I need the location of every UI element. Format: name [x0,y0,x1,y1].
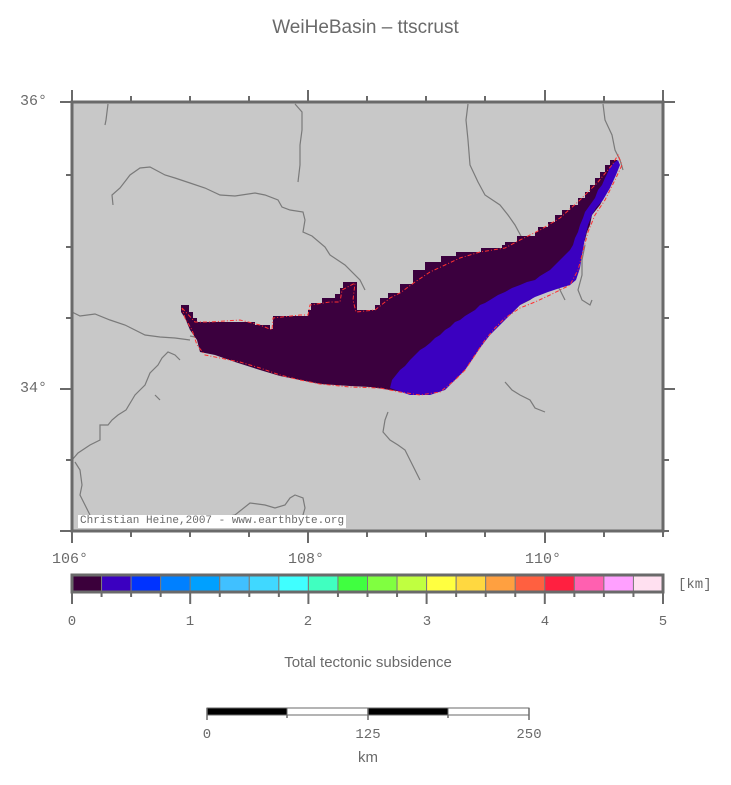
colorbar-swatch [101,574,132,593]
colorbar-swatch [603,574,634,593]
colorbar-swatch [544,574,575,593]
colorbar-swatch [573,574,605,593]
colorbar-swatch [337,574,369,593]
basin-subsidence-deeper [390,160,620,395]
colorbar-tick-2: 2 [303,614,313,630]
colorbar-swatch [130,574,162,593]
colorbar-tick-1: 1 [185,614,195,630]
colorbar-swatch [219,574,250,593]
colorbar-tick-3: 3 [422,614,432,630]
lon-label-106: 106° [52,551,89,568]
colorbar-swatch [455,574,487,593]
lat-label-36: 36° [20,93,48,110]
colorbar-swatch [632,574,664,593]
scalebar-unit: km [358,749,378,766]
scalebar-label-0: 0 [202,727,212,743]
map-title: WeiHeBasin – ttscrust [272,17,459,38]
colorbar-title: Total tectonic subsidence [284,654,452,671]
colorbar-swatch [514,574,546,593]
colorbar [70,573,665,604]
colorbar-swatch [278,574,309,593]
lon-label-110: 110° [525,551,562,568]
colorbar-swatch [396,574,428,593]
scalebar-label-250: 250 [516,727,542,743]
credit-text: Christian Heine,2007 - www.earthbyte.org [78,515,347,528]
lon-ticks [71,90,664,543]
scalebar-label-125: 125 [355,727,381,743]
colorbar-tick-4: 4 [540,614,550,630]
basin-subsidence-shallow [181,160,617,393]
colorbar-swatch [307,574,339,593]
colorbar-swatch [160,574,191,593]
colorbar-swatch [367,574,398,593]
scale-bar [206,707,530,720]
colorbar-swatch [248,574,280,593]
colorbar-swatch [71,574,103,593]
lat-label-34: 34° [20,380,48,397]
colorbar-swatch [189,574,221,593]
colorbar-tick-0: 0 [67,614,77,630]
colorbar-swatch [485,574,516,593]
lat-ticks [60,101,675,532]
basin-outline [181,153,623,396]
colorbar-tick-5: 5 [658,614,668,630]
colorbar-swatch [426,574,457,593]
colorbar-unit: [km] [678,577,712,593]
lon-label-108: 108° [288,551,325,568]
